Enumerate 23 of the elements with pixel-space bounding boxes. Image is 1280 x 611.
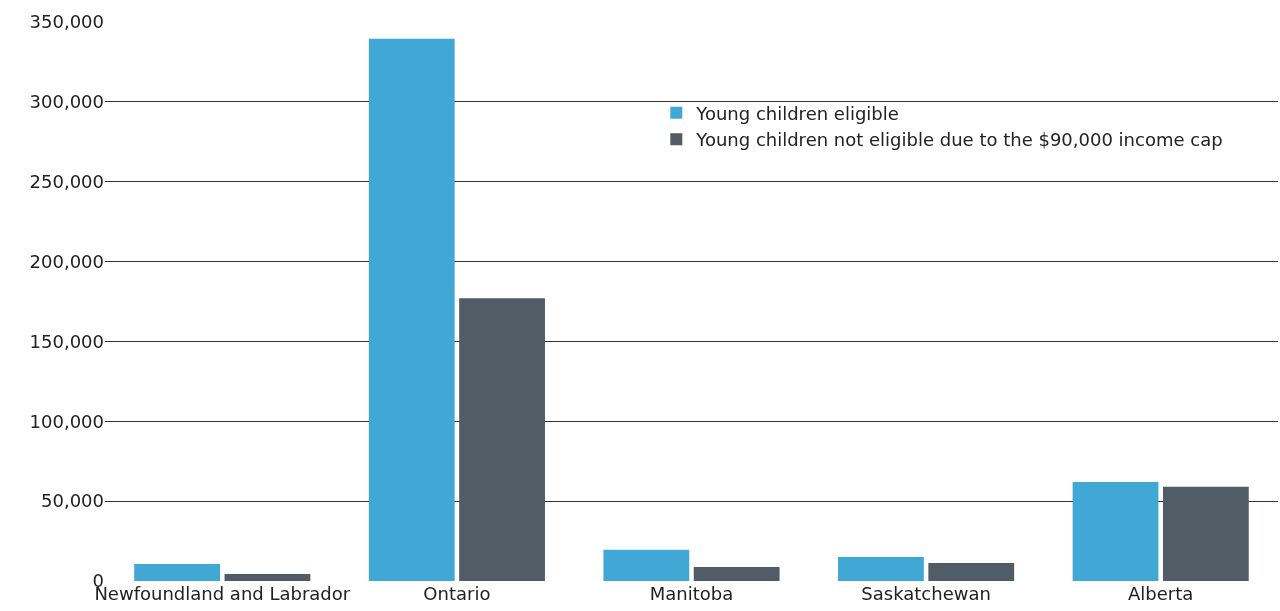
x-tick-label: Manitoba — [649, 583, 734, 604]
legend-label: Young children eligible — [695, 102, 899, 124]
y-tick-label: 350,000 — [29, 11, 104, 33]
y-tick-label: 250,000 — [29, 171, 104, 193]
bar — [1162, 486, 1249, 581]
y-tick-label: 200,000 — [29, 250, 104, 272]
y-tick-label: 50,000 — [41, 490, 104, 512]
bar — [1072, 481, 1159, 581]
x-tick-label: Ontario — [423, 583, 491, 604]
x-tick-label: Alberta — [1128, 583, 1194, 604]
x-tick-label: Saskatchewan — [861, 583, 991, 604]
bar — [224, 573, 311, 581]
bar — [459, 298, 545, 581]
y-tick-label: 100,000 — [29, 410, 104, 432]
y-tick-label: 300,000 — [29, 91, 104, 113]
bar — [838, 557, 924, 581]
bar — [368, 38, 455, 581]
bar — [928, 562, 1015, 581]
bar — [693, 566, 780, 581]
bar — [134, 563, 221, 581]
y-tick-label: 150,000 — [29, 330, 104, 352]
legend-label: Young children not eligible due to the $90,000 income cap — [695, 129, 1223, 151]
bar — [603, 549, 690, 581]
